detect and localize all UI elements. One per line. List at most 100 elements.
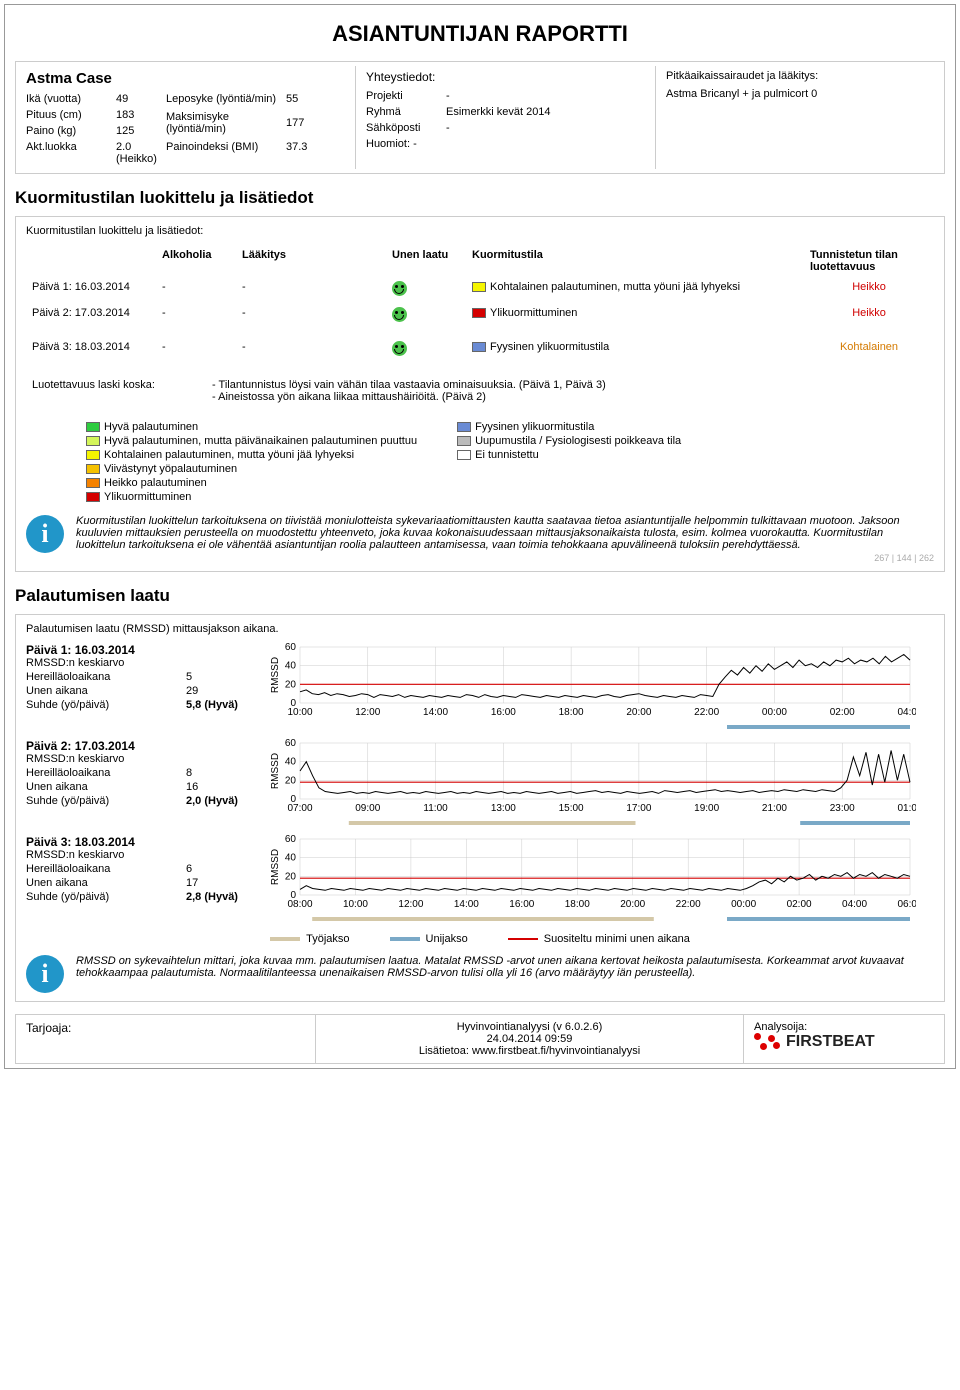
contact-col: Yhteystiedot: Projekti- RyhmäEsimerkki k… <box>356 66 656 169</box>
legend-swatch <box>86 478 100 488</box>
stat-label: Hereilläoloaikana <box>26 671 186 683</box>
day-title: Päivä 2: 17.03.2014 <box>26 739 256 753</box>
svg-text:14:00: 14:00 <box>454 899 479 910</box>
svg-text:18:00: 18:00 <box>559 707 584 718</box>
reliability-cell: Kohtalainen <box>804 337 934 363</box>
stat-value: 6 <box>186 863 256 875</box>
legend-swatch <box>457 436 471 446</box>
footer: Tarjoaja: Hyvinvointianalyysi (v 6.0.2.6… <box>15 1014 945 1064</box>
legend-swatch <box>390 937 420 941</box>
reliability-cell: Heikko <box>804 277 934 303</box>
kv-label: Sähköposti <box>366 122 446 134</box>
svg-text:04:00: 04:00 <box>842 899 867 910</box>
cond-title: Pitkäaikaissairaudet ja lääkitys: <box>666 70 934 82</box>
svg-text:20:00: 20:00 <box>626 707 651 718</box>
col-state: Kuormitustila <box>466 245 804 277</box>
stat-value: 16 <box>186 781 256 793</box>
stat-value: 5 <box>186 671 256 683</box>
kv-value: 49 <box>116 93 166 105</box>
legend-item: Hyvä palautuminen <box>86 421 417 433</box>
legend-swatch <box>457 450 471 460</box>
info-block: i Kuormitustilan luokittelun tarkoitukse… <box>26 515 934 553</box>
state-swatch <box>472 308 486 318</box>
svg-text:14:00: 14:00 <box>423 707 448 718</box>
svg-text:02:00: 02:00 <box>787 899 812 910</box>
svg-text:20: 20 <box>285 871 297 882</box>
conditions-col: Pitkäaikaissairaudet ja lääkitys: Astma … <box>656 66 944 169</box>
footer-version: Hyvinvointianalyysi (v 6.0.2.6) <box>326 1021 733 1033</box>
page-title: ASIANTUNTIJAN RAPORTTI <box>15 21 945 47</box>
legend-item: Ei tunnistettu <box>457 449 681 461</box>
svg-text:16:00: 16:00 <box>491 707 516 718</box>
state-swatch <box>472 282 486 292</box>
svg-text:00:00: 00:00 <box>762 707 787 718</box>
kv-label: Leposyke (lyöntiä/min) <box>166 93 286 105</box>
sleep-cell <box>386 303 466 329</box>
footer-provider-label: Tarjoaja: <box>26 1021 71 1035</box>
svg-text:60: 60 <box>285 643 297 653</box>
recovery-day-row: Päivä 1: 16.03.2014 RMSSD:n keskiarvo He… <box>26 643 934 733</box>
col-alcohol: Alkoholia <box>156 245 236 277</box>
cell: - <box>236 303 386 329</box>
svg-text:10:00: 10:00 <box>343 899 368 910</box>
stat-label: Unen aikana <box>26 685 186 697</box>
legend-label: Suositeltu minimi unen aikana <box>544 933 690 945</box>
state-cell: Fyysinen ylikuormitustila <box>466 337 804 363</box>
svg-text:21:00: 21:00 <box>762 803 787 814</box>
footer-analyst-label: Analysoija: <box>754 1021 934 1033</box>
svg-text:00:00: 00:00 <box>731 899 756 910</box>
recovery-stats: Päivä 3: 18.03.2014 RMSSD:n keskiarvo He… <box>26 835 256 925</box>
svg-text:23:00: 23:00 <box>830 803 855 814</box>
stat-label: Hereilläoloaikana <box>26 863 186 875</box>
svg-text:22:00: 22:00 <box>676 899 701 910</box>
kv-value: Esimerkki kevät 2014 <box>446 106 645 118</box>
svg-text:16:00: 16:00 <box>509 899 534 910</box>
legend-item: Fyysinen ylikuormitustila <box>457 421 681 433</box>
smiley-icon <box>392 341 407 356</box>
svg-text:08:00: 08:00 <box>287 899 312 910</box>
kv-label: Ikä (vuotta) <box>26 93 116 105</box>
svg-text:RMSSD: RMSSD <box>270 849 281 885</box>
legend-swatch <box>457 422 471 432</box>
chart-container: 020406010:0012:0014:0016:0018:0020:0022:… <box>266 643 934 733</box>
cell: - <box>236 337 386 363</box>
kv-label: Akt.luokka <box>26 141 116 165</box>
cell: - <box>156 337 236 363</box>
table-row: Päivä 3: 18.03.2014 - - Fyysinen ylikuor… <box>26 337 934 363</box>
kv-value: - <box>446 122 645 134</box>
svg-text:40: 40 <box>285 661 297 672</box>
stat-value: 17 <box>186 877 256 889</box>
legend-swatch <box>270 937 300 941</box>
legend-swatch <box>86 422 100 432</box>
stat-label: Hereilläoloaikana <box>26 767 186 779</box>
report-page: ASIANTUNTIJAN RAPORTTI Astma Case Ikä (v… <box>4 4 956 1069</box>
firstbeat-logo: FIRSTBEAT <box>754 1033 934 1051</box>
svg-text:40: 40 <box>285 757 297 768</box>
cell: - <box>156 303 236 329</box>
notes: Huomiot: - <box>366 138 645 150</box>
kv-value: 177 <box>286 117 326 129</box>
legend-swatch <box>86 436 100 446</box>
svg-text:12:00: 12:00 <box>355 707 380 718</box>
state-cell: Ylikuormittuminen <box>466 303 804 329</box>
patient-col: Astma Case Ikä (vuotta)49 Leposyke (lyön… <box>16 66 356 169</box>
reason-label: Luotettavuus laski koska: <box>26 375 206 407</box>
case-name: Astma Case <box>26 70 345 87</box>
stat-label: Suhde (yö/päivä) <box>26 891 186 903</box>
day-cell: Päivä 2: 17.03.2014 <box>26 303 156 329</box>
stat-label: Suhde (yö/päivä) <box>26 795 186 807</box>
sleep-cell <box>386 277 466 303</box>
svg-text:22:00: 22:00 <box>694 707 719 718</box>
svg-text:09:00: 09:00 <box>355 803 380 814</box>
stat-value: 5,8 (Hyvä) <box>186 699 256 711</box>
svg-text:10:00: 10:00 <box>287 707 312 718</box>
recovery-box: Palautumisen laatu (RMSSD) mittausjakson… <box>15 614 945 1002</box>
stat-value: 29 <box>186 685 256 697</box>
svg-text:02:00: 02:00 <box>830 707 855 718</box>
day-cell: Päivä 3: 18.03.2014 <box>26 337 156 363</box>
cond-text: Astma Bricanyl + ja pulmicort 0 <box>666 88 934 100</box>
stat-label: Unen aikana <box>26 877 186 889</box>
legend-item: Ylikuormittuminen <box>86 491 417 503</box>
svg-text:13:00: 13:00 <box>491 803 516 814</box>
recovery-day-row: Päivä 2: 17.03.2014 RMSSD:n keskiarvo He… <box>26 739 934 829</box>
